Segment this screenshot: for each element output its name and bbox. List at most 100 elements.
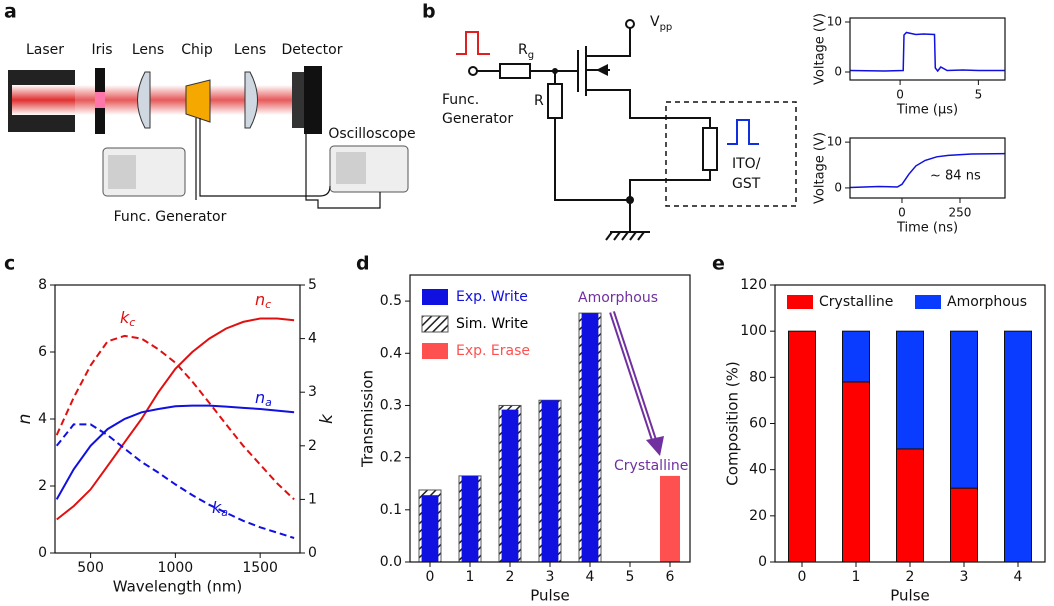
y2-tick-label: 2 <box>308 438 317 454</box>
x-tick-label: 4 <box>586 569 595 585</box>
line <box>849 152 1006 189</box>
y-tick-label: 0 <box>758 554 767 570</box>
panel-label: e <box>712 253 725 275</box>
annotation: Crystalline <box>614 458 688 474</box>
x-tick-label: 1000 <box>158 560 194 576</box>
line <box>55 404 295 500</box>
y-tick-label: 0.4 <box>380 345 402 361</box>
bar <box>421 495 439 562</box>
y2-tick-label: 3 <box>308 384 317 400</box>
x-tick-label: 5 <box>975 88 983 102</box>
y-axis-label: Voltage (V) <box>813 132 828 204</box>
x-axis-label: Wavelength (nm) <box>113 578 243 596</box>
y2-axis-label: k <box>317 413 337 424</box>
bar <box>461 475 479 562</box>
x-axis-label: Pulse <box>530 587 570 605</box>
legend-swatch <box>421 315 449 333</box>
label: Chip <box>181 42 213 58</box>
label-sub: a <box>221 506 228 519</box>
series-label: ka <box>212 498 228 520</box>
label: n <box>255 388 265 407</box>
x-tick-label: 3 <box>960 569 969 585</box>
x-tick-label: 5 <box>626 569 635 585</box>
label: V <box>650 14 660 30</box>
bar <box>581 313 599 562</box>
legend-swatch <box>915 295 941 309</box>
x-tick-label: 4 <box>1014 569 1023 585</box>
y-tick-label: 80 <box>749 369 767 385</box>
label: Generator <box>442 111 513 127</box>
legend-swatch <box>422 343 448 359</box>
label: Iris <box>91 42 112 58</box>
x-tick-label: 2 <box>906 569 915 585</box>
label: pp <box>660 22 673 33</box>
y-tick-label: 10 <box>827 15 842 29</box>
y-axis-label: Transmission <box>359 370 377 468</box>
y-tick-label: 0 <box>834 65 842 79</box>
line <box>55 423 295 539</box>
line <box>55 334 295 501</box>
x-axis-label: Time (ns) <box>896 221 958 236</box>
line <box>56 317 295 521</box>
series-label: na <box>255 388 272 410</box>
label: Lens <box>234 42 266 58</box>
x-tick-label: 0 <box>896 88 904 102</box>
label: k <box>212 498 222 517</box>
x-tick-label: 2 <box>506 569 515 585</box>
axes-frame <box>849 137 1006 199</box>
label: k <box>120 308 130 327</box>
bar-segment <box>896 448 924 563</box>
panel-label: c <box>4 253 15 275</box>
label-sub: c <box>129 316 135 329</box>
y-tick-label: 60 <box>749 416 767 432</box>
x-tick-label: 1 <box>852 569 861 585</box>
bar <box>541 400 559 562</box>
y-axis-label: Voltage (V) <box>813 13 828 85</box>
arrow <box>609 311 664 456</box>
axes-frame <box>54 284 301 554</box>
y-tick-label: 40 <box>749 462 767 478</box>
label: Func. Generator <box>114 209 227 225</box>
annotation: Amorphous <box>578 290 658 306</box>
optical-setup: Laser Iris Lens Chip Lens Detector Oscil… <box>8 42 416 225</box>
circuit: Vpp Rg R Func. Generator ITO/ GST <box>442 14 797 241</box>
legend-label: Sim. Write <box>456 316 528 332</box>
legend-label: Exp. Write <box>456 289 528 305</box>
label: Detector <box>281 42 342 58</box>
label: Vpp <box>650 14 672 33</box>
label: n <box>255 290 265 309</box>
y-tick-label: 0.2 <box>380 450 402 466</box>
y2-tick-label: 5 <box>308 277 317 293</box>
x-tick-label: 1 <box>466 569 475 585</box>
x-tick-label: 0 <box>798 569 807 585</box>
y-tick-label: 0.5 <box>380 293 402 309</box>
y-axis-label: n <box>15 414 35 425</box>
y-tick-label: 0.0 <box>380 554 402 570</box>
label: Rg <box>518 42 534 61</box>
panel-label: a <box>4 1 17 23</box>
series-label: nc <box>255 290 271 312</box>
y-tick-label: 120 <box>740 277 767 293</box>
x-tick-label: 0 <box>426 569 435 585</box>
y-tick-label: 0 <box>38 545 47 561</box>
label: g <box>528 50 534 61</box>
y-tick-label: 4 <box>38 411 47 427</box>
label: R <box>518 42 528 58</box>
x-tick-label: 250 <box>949 206 972 220</box>
label: Laser <box>26 42 64 58</box>
y2-tick-label: 4 <box>308 331 317 347</box>
y-tick-label: 0 <box>834 180 842 194</box>
y-tick-label: 8 <box>38 277 47 293</box>
legend-swatch <box>422 289 448 305</box>
bar-segment <box>788 330 816 563</box>
bar <box>501 409 519 562</box>
label: GST <box>732 176 761 192</box>
label: Func. <box>442 92 479 108</box>
x-tick-label: 3 <box>546 569 555 585</box>
y-tick-label: 6 <box>38 344 47 360</box>
y-axis-label: Composition (%) <box>724 361 742 485</box>
y2-tick-label: 1 <box>308 491 317 507</box>
bar <box>660 475 680 562</box>
bar-segment <box>950 330 978 489</box>
